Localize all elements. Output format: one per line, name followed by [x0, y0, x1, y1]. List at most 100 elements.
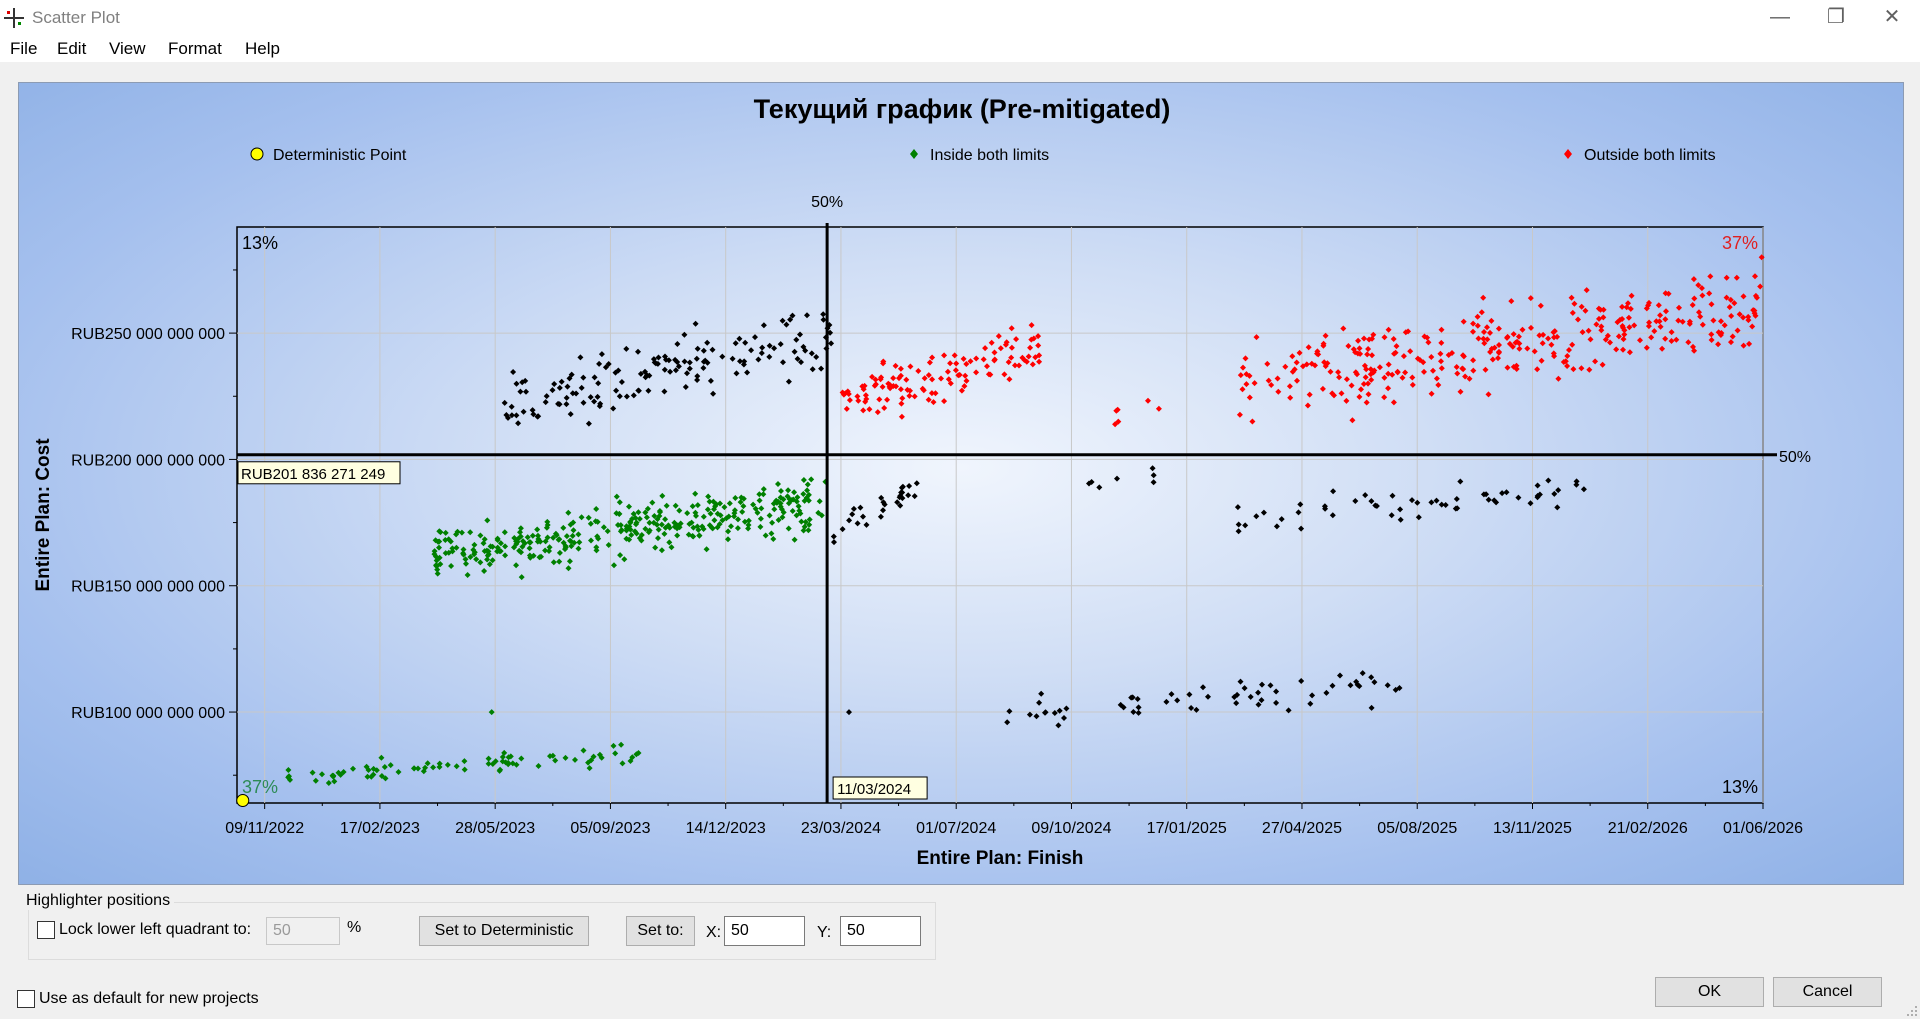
point-other: [694, 373, 701, 380]
point-outside-both-limits: [982, 345, 989, 352]
point-inside-both-limits: [777, 494, 784, 501]
point-inside-both-limits: [484, 556, 491, 563]
lock-value-input[interactable]: [266, 917, 340, 945]
set-to-deterministic-button[interactable]: Set to Deterministic: [419, 916, 589, 946]
point-inside-both-limits: [537, 538, 544, 545]
point-inside-both-limits: [546, 548, 552, 554]
point-inside-both-limits: [773, 499, 780, 506]
minimize-button[interactable]: —: [1752, 0, 1808, 36]
point-outside-both-limits: [1336, 374, 1343, 381]
point-inside-both-limits: [517, 525, 524, 532]
point-outside-both-limits: [1598, 323, 1605, 330]
point-outside-both-limits: [1438, 358, 1444, 365]
point-outside-both-limits: [1036, 358, 1043, 365]
point-outside-both-limits: [1282, 363, 1289, 370]
point-outside-both-limits: [1707, 273, 1714, 280]
point-other: [818, 365, 825, 372]
point-outside-both-limits: [1008, 325, 1015, 332]
point-other: [674, 341, 681, 347]
point-inside-both-limits: [768, 530, 775, 537]
point-outside-both-limits: [1013, 336, 1020, 343]
point-outside-both-limits: [854, 393, 861, 400]
point-other: [1373, 503, 1380, 509]
scatter-chart[interactable]: Текущий график (Pre-mitigated) Determinis…: [19, 83, 1905, 886]
point-outside-both-limits: [869, 373, 876, 380]
point-outside-both-limits: [1710, 317, 1717, 324]
x-value-input[interactable]: [724, 916, 805, 946]
point-other: [563, 394, 570, 401]
point-outside-both-limits: [1685, 339, 1692, 346]
point-inside-both-limits: [330, 773, 337, 780]
point-other: [1253, 513, 1260, 520]
point-other: [555, 400, 562, 407]
point-inside-both-limits: [655, 535, 661, 542]
lock-quadrant-checkbox[interactable]: [37, 921, 55, 939]
point-inside-both-limits: [714, 510, 721, 517]
point-outside-both-limits: [1729, 333, 1736, 340]
menu-help[interactable]: Help: [245, 39, 280, 58]
point-outside-both-limits: [1625, 314, 1632, 321]
point-outside-both-limits: [1470, 328, 1476, 335]
point-outside-both-limits: [1510, 363, 1517, 370]
close-button[interactable]: ✕: [1864, 0, 1920, 36]
menu-edit[interactable]: Edit: [57, 39, 87, 58]
point-outside-both-limits: [1593, 321, 1600, 328]
point-inside-both-limits: [437, 561, 444, 568]
point-outside-both-limits: [1699, 321, 1706, 328]
point-outside-both-limits: [1749, 323, 1756, 330]
quadrant-bottom-left-pct: 37%: [242, 777, 278, 797]
lock-quadrant-label: Lock lower left quadrant to:: [59, 921, 252, 938]
point-outside-both-limits: [1619, 303, 1626, 310]
use-as-default-checkbox[interactable]: [17, 990, 35, 1008]
point-outside-both-limits: [1321, 359, 1328, 366]
point-inside-both-limits: [485, 755, 492, 762]
point-other: [1368, 498, 1375, 505]
point-outside-both-limits: [1758, 254, 1765, 261]
point-inside-both-limits: [449, 545, 456, 552]
point-outside-both-limits: [1264, 360, 1271, 367]
point-outside-both-limits: [1425, 339, 1432, 346]
point-outside-both-limits: [1358, 386, 1364, 393]
point-other: [1337, 672, 1343, 679]
point-outside-both-limits: [1365, 346, 1372, 352]
point-outside-both-limits: [1585, 327, 1592, 334]
point-other: [820, 311, 827, 318]
point-outside-both-limits: [930, 399, 937, 406]
point-inside-both-limits: [560, 524, 567, 531]
point-other: [1237, 678, 1244, 685]
point-inside-both-limits: [818, 512, 825, 519]
point-inside-both-limits: [471, 551, 478, 558]
point-other: [513, 380, 520, 387]
point-inside-both-limits: [616, 499, 623, 506]
menu-view[interactable]: View: [109, 39, 146, 58]
point-inside-both-limits: [801, 523, 808, 530]
point-outside-both-limits: [898, 400, 905, 407]
cancel-button[interactable]: Cancel: [1773, 977, 1882, 1007]
point-other: [1485, 496, 1492, 503]
ok-button[interactable]: OK: [1655, 977, 1764, 1007]
point-outside-both-limits: [1481, 340, 1488, 347]
point-inside-both-limits: [770, 536, 777, 542]
point-outside-both-limits: [843, 405, 850, 412]
resize-grip-icon[interactable]: [1906, 1005, 1918, 1017]
point-inside-both-limits: [725, 536, 731, 543]
x-tick-label: 14/12/2023: [686, 820, 766, 837]
point-other: [1415, 514, 1422, 521]
x-tick-label: 17/02/2023: [340, 820, 420, 837]
restore-button[interactable]: ❐: [1808, 0, 1864, 36]
point-inside-both-limits: [592, 518, 599, 525]
point-inside-both-limits: [453, 544, 460, 551]
y-value-input[interactable]: [840, 916, 921, 946]
point-outside-both-limits: [929, 376, 936, 383]
point-outside-both-limits: [1437, 350, 1444, 357]
point-other: [741, 358, 748, 365]
point-outside-both-limits: [1708, 331, 1715, 338]
point-inside-both-limits: [524, 534, 531, 541]
menu-file[interactable]: File: [10, 39, 38, 58]
point-other: [1247, 693, 1254, 700]
point-other: [846, 517, 853, 524]
point-inside-both-limits: [395, 769, 402, 775]
point-inside-both-limits: [740, 503, 747, 510]
set-to-button[interactable]: Set to:: [626, 916, 695, 946]
menu-format[interactable]: Format: [168, 39, 222, 58]
